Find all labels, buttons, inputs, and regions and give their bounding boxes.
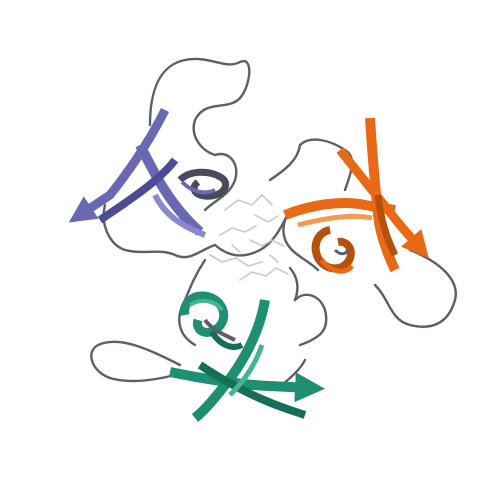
- strand-b3: [283, 198, 396, 220]
- strand-b2: [336, 147, 429, 259]
- strand-a3: [97, 157, 179, 224]
- strand-a4: [152, 193, 207, 238]
- loop-center-2: [183, 258, 207, 302]
- loop-b-right: [373, 248, 457, 328]
- chain-a-ribbon: [68, 107, 230, 238]
- loop-c-left: [90, 340, 182, 383]
- strand-b5: [297, 213, 373, 228]
- strand-c3: [197, 361, 307, 419]
- loop-b-top: [298, 138, 354, 192]
- loop-center-4: [268, 143, 302, 182]
- loop-center-1: [213, 208, 292, 257]
- loop-a-left: [102, 203, 217, 259]
- loop-center-3: [288, 266, 299, 302]
- strand-b4: [374, 194, 399, 257]
- chain-b-ribbon: [283, 117, 429, 274]
- loop-center-5: [280, 358, 307, 387]
- strand-c4: [228, 344, 265, 397]
- strand-a2: [135, 142, 204, 236]
- loop-a-top: [148, 57, 251, 157]
- central-ligand-sticks: [209, 193, 289, 281]
- loop-a-inner: [203, 152, 238, 212]
- helix-c: [180, 291, 229, 337]
- strand-a1: [68, 107, 170, 223]
- chain-c-ribbon: [169, 291, 325, 422]
- loop-c-right: [293, 293, 328, 347]
